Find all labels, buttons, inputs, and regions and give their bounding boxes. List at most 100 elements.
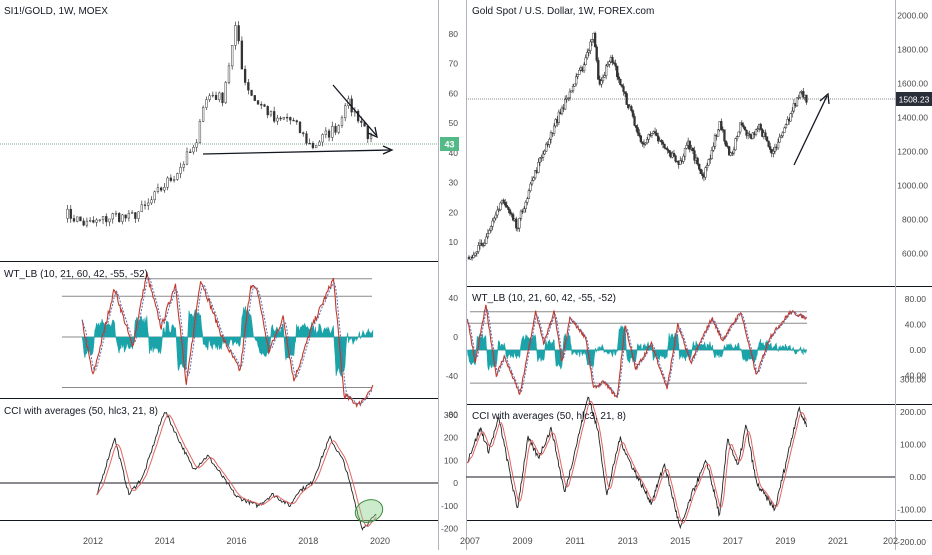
right-price-candle-body xyxy=(601,76,605,82)
right-cci-tick-label: 100.00 xyxy=(900,440,926,450)
right-price-candle-body xyxy=(743,126,747,131)
left-price-candle-body xyxy=(224,82,227,104)
left-price-candle-body xyxy=(72,218,76,222)
right-cci-tick-label: -200.00 xyxy=(897,537,926,547)
right-cci-tick-label: -100.00 xyxy=(897,505,926,515)
right-price-candle-body xyxy=(616,66,619,78)
left-price-candle-body xyxy=(360,120,363,123)
right-price-candle-body xyxy=(634,125,638,128)
right-price-candle-body xyxy=(729,152,732,156)
right-price-candle-body xyxy=(496,209,499,216)
right-cci-cci-average xyxy=(467,400,807,524)
right-price-candle-body xyxy=(668,150,671,153)
left-price-candle-body xyxy=(127,213,131,219)
right-price-candle-body xyxy=(540,156,543,159)
right-price-candle-body xyxy=(477,245,480,252)
left-price-candle-body xyxy=(95,219,98,223)
left-time-tick-label: 2012 xyxy=(83,536,103,546)
left-time-tick-label: 2018 xyxy=(298,536,318,546)
right-price-candle-body xyxy=(754,129,758,135)
right-price-candle-body xyxy=(713,135,717,147)
right-price-candle-body xyxy=(587,50,590,53)
right-price-candle-body xyxy=(630,106,633,111)
right-price-candle-body xyxy=(705,164,709,168)
left-price-candle-body xyxy=(211,94,214,97)
right-price-candle-body xyxy=(568,91,572,99)
right-price-candle-body xyxy=(608,61,611,65)
right-price-candle-body xyxy=(688,140,691,150)
right-price-candle-body xyxy=(486,233,490,238)
support-trendline-drawing[interactable] xyxy=(202,149,391,155)
left-price-tick-label: 40 xyxy=(449,148,459,158)
oversold-highlight-ellipse[interactable] xyxy=(352,496,386,526)
left-price-candle-body xyxy=(240,40,244,70)
left-price-candle-body xyxy=(172,179,176,181)
right-price-candle-body xyxy=(759,123,762,130)
right-price-candle-body xyxy=(560,107,564,115)
right-price-candle-body xyxy=(515,218,518,229)
right-price-candle-body xyxy=(474,252,477,256)
right-price-candle-body xyxy=(524,201,527,209)
scale-borders xyxy=(438,0,896,550)
right-price-candle-body xyxy=(488,230,491,234)
right-price-candle-body xyxy=(534,170,537,179)
left-price-candle-body xyxy=(308,142,311,145)
left-price-candle-body xyxy=(108,218,111,223)
right-price-candle-body xyxy=(480,242,483,246)
right-price-candle-body xyxy=(532,177,535,181)
left-time-tick-label: 2016 xyxy=(226,536,246,546)
uptrend-arrow-drawing[interactable] xyxy=(793,95,828,166)
right-price-candle-body xyxy=(772,151,775,154)
left-price-candle-body xyxy=(295,120,298,123)
chart-layers: 102030405060708043400-40-803002001000-10… xyxy=(0,10,932,547)
right-price-candle-body xyxy=(589,41,592,51)
left-price-candle-body xyxy=(169,177,172,181)
left-price-candle-body xyxy=(134,212,137,219)
left-price-candle-body xyxy=(85,220,89,226)
right-price-candle-body xyxy=(493,217,496,222)
right-price-candle-body xyxy=(781,132,784,137)
left-price-candle-body xyxy=(344,105,347,119)
left-price-candle-body xyxy=(189,151,192,153)
right-price-candle-body xyxy=(597,60,600,80)
left-price-candle-body xyxy=(282,116,286,120)
right-price-tick-label: 800.00 xyxy=(902,214,928,224)
right-price-candle-body xyxy=(653,131,657,134)
right-wt-title: WT_LB (10, 21, 60, 42, -55, -52) xyxy=(472,293,616,304)
left-price-candle-body xyxy=(305,133,308,144)
right-price-tick-label: 1600.00 xyxy=(897,78,928,88)
right-price-candle-body xyxy=(571,86,575,92)
right-price-candle-body xyxy=(740,122,743,126)
right-price-candle-body xyxy=(570,90,573,93)
left-price-candle-body xyxy=(298,121,302,134)
right-time-tick-label: 2019 xyxy=(775,536,795,546)
left-price-candle-body xyxy=(153,191,156,201)
left-time-tick-label: 2014 xyxy=(155,536,175,546)
right-price-candle-body xyxy=(693,150,696,161)
right-price-candle-body xyxy=(541,153,545,158)
right-price-candle-body xyxy=(728,146,731,156)
right-price-candle-body xyxy=(636,127,639,134)
right-price-candle-body xyxy=(537,162,540,173)
left-price-candle-body xyxy=(156,187,160,193)
right-time-tick-label: 2009 xyxy=(513,536,533,546)
right-price-candle-body xyxy=(576,74,579,77)
downtrend-arrow-drawing[interactable] xyxy=(332,84,377,136)
right-price-candle-body xyxy=(584,57,587,65)
left-price-candle-body xyxy=(237,25,240,42)
left-price-candle-body xyxy=(140,204,143,213)
left-price-candle-body xyxy=(311,143,315,149)
right-price-candle-body xyxy=(739,122,742,133)
right-price-candle-body xyxy=(483,243,486,246)
right-price-candle-body xyxy=(769,146,772,150)
right-price-candle-body xyxy=(505,204,508,208)
right-price-candle-body xyxy=(603,75,606,78)
right-price-candle-body xyxy=(795,97,799,107)
left-price-candle-body xyxy=(130,212,134,214)
right-price-candle-body xyxy=(625,93,628,105)
left-price-candle-body xyxy=(276,117,279,122)
right-price-candle-body xyxy=(548,138,551,145)
right-price-candle-body xyxy=(784,124,788,129)
